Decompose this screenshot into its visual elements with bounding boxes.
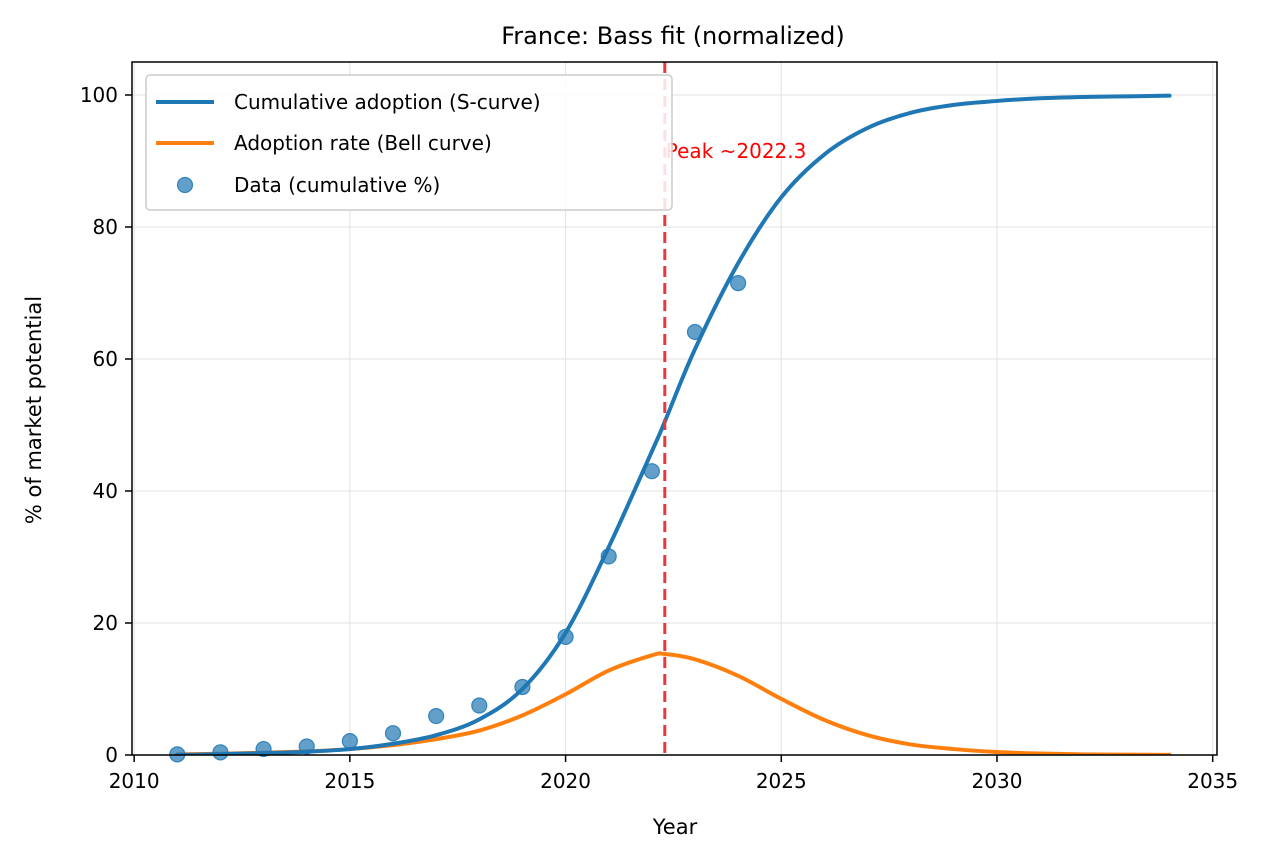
x-tick-label: 2025 (756, 769, 807, 793)
data-point (686, 323, 704, 341)
axes-frame (131, 61, 1218, 756)
legend-label: Adoption rate (Bell curve) (234, 131, 492, 155)
plot-area: Peak ~2022.3 (169, 62, 1172, 763)
data-point (298, 738, 315, 755)
data-point (557, 628, 574, 645)
data-point (643, 463, 660, 480)
legend: Cumulative adoption (S-curve) Adoption ra… (145, 74, 673, 211)
y-tick-label: 20 (93, 611, 118, 635)
y-tick-label: 0 (105, 743, 118, 767)
legend-box (145, 74, 673, 211)
data-point (212, 744, 229, 761)
data-point (600, 548, 617, 565)
data-point (428, 707, 445, 725)
legend-swatch-data (176, 176, 194, 194)
x-tick-label: 2030 (972, 769, 1023, 793)
data-point (730, 275, 747, 292)
y-tick-label: 80 (93, 215, 118, 239)
legend-label: Cumulative adoption (S-curve) (234, 90, 541, 114)
data-point (341, 733, 358, 750)
data-point (471, 697, 488, 714)
x-tick-label: 2015 (324, 769, 375, 793)
data-point (384, 725, 402, 742)
chart-title: France: Bass fit (normalized) (501, 22, 845, 50)
axes: 2010 2015 2020 2025 2030 2035 0 20 40 60 80 100 (80, 61, 1238, 793)
y-tick-label: 60 (93, 347, 118, 371)
y-tick-label: 40 (93, 479, 118, 503)
x-tick-label: 2020 (540, 769, 591, 793)
peak-annotation: Peak ~2022.3 (666, 139, 807, 163)
y-tick-label: 100 (80, 83, 118, 107)
x-tick-label: 2035 (1187, 769, 1238, 793)
x-tick-label: 2010 (109, 769, 160, 793)
legend-label: Data (cumulative %) (234, 173, 440, 197)
data-point (514, 678, 531, 696)
y-axis-label: % of market potential (22, 296, 46, 524)
data-point (255, 740, 272, 758)
x-axis-label: Year (652, 815, 698, 839)
